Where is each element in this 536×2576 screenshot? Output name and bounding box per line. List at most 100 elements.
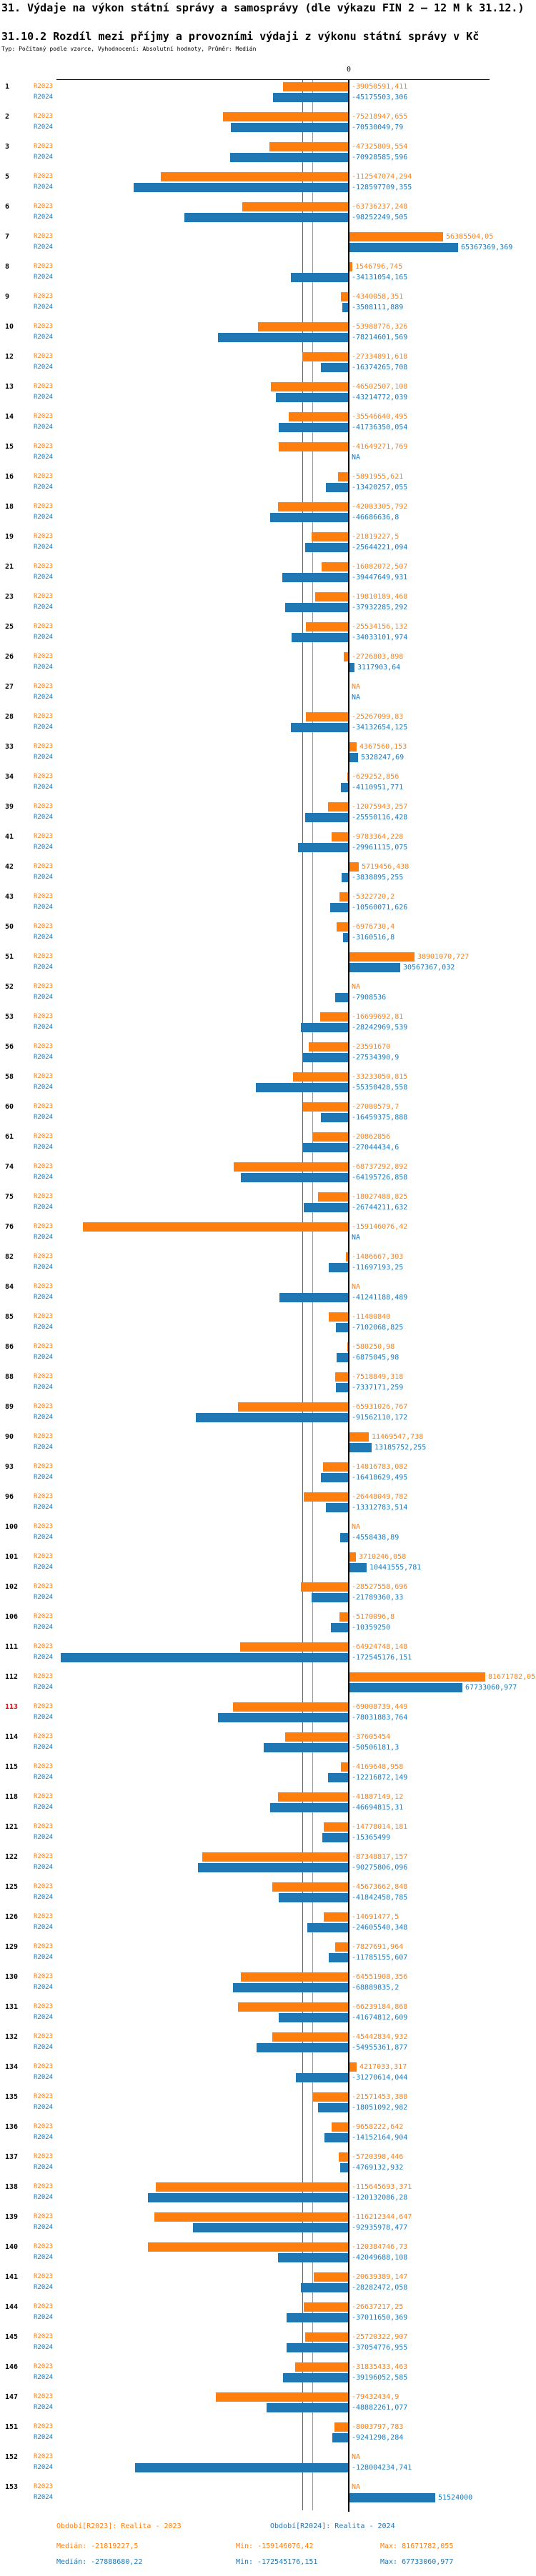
bar-r2023 — [216, 2392, 348, 2402]
bar-r2024 — [322, 1833, 348, 1842]
bar-r2023 — [332, 832, 348, 842]
footer-period-r2023: Období[R2023]: Realita - 2023 — [56, 2522, 182, 2530]
series-label-r2023: R2023 — [34, 2003, 54, 2010]
zero-axis-label: 0 — [346, 66, 352, 74]
value-label-r2023: NA — [352, 983, 361, 991]
series-label-r2024: R2024 — [34, 814, 54, 821]
bar-r2024 — [273, 93, 348, 102]
bar-r2023 — [272, 2032, 348, 2042]
bar-r2023 — [349, 1552, 356, 1562]
chart-row: 138 R2023 -115645693,371 R2024 -120132086,28 — [0, 2182, 536, 2212]
row-number: 135 — [5, 2093, 19, 2101]
series-label-r2023: R2023 — [34, 2063, 54, 2070]
row-number: 1 — [5, 83, 10, 91]
value-label-r2024: -16418629,495 — [352, 1474, 408, 1482]
series-label-r2024: R2024 — [34, 544, 54, 551]
series-label-r2023: R2023 — [34, 443, 54, 450]
series-label-r2024: R2024 — [34, 844, 54, 851]
series-subrow-r2024: R2024 -54955361,877 — [0, 2042, 536, 2053]
series-label-r2024: R2024 — [34, 1774, 54, 1781]
series-label-r2024: R2024 — [34, 394, 54, 401]
value-label-r2024: 30567367,032 — [403, 964, 455, 972]
bar-r2023 — [278, 502, 348, 511]
series-label-r2024: R2024 — [34, 904, 54, 911]
value-label-r2024: -28242969,539 — [352, 1024, 408, 1032]
series-subrow-r2024: R2024 -10560071,626 — [0, 902, 536, 913]
value-label-r2023: -68737292,892 — [352, 1163, 408, 1171]
value-label-r2023: -4340058,351 — [352, 293, 404, 301]
series-label-r2024: R2024 — [34, 1084, 54, 1091]
series-subrow-r2024: R2024 -4110951,771 — [0, 782, 536, 793]
series-subrow-r2023: R2023 -20639389,147 — [0, 2272, 536, 2282]
series-label-r2024: R2024 — [34, 2014, 54, 2021]
series-subrow-r2024: R2024 -68889835,2 — [0, 1982, 536, 1993]
bar-r2024 — [279, 1293, 348, 1302]
value-label-r2023: -18027488,825 — [352, 1193, 408, 1201]
row-number: 125 — [5, 1883, 19, 1891]
series-subrow-r2023: R2023 -1486667,303 — [0, 1252, 536, 1262]
series-subrow-r2024: R2024 -16374265,708 — [0, 362, 536, 373]
series-label-r2023: R2023 — [34, 1883, 54, 1890]
bar-r2023 — [238, 2002, 348, 2012]
value-label-r2024: -10560071,626 — [352, 904, 408, 912]
value-label-r2023: -26448049,782 — [352, 1493, 408, 1501]
value-label-r2023: 11469547,738 — [372, 1433, 424, 1441]
series-label-r2024: R2024 — [34, 1684, 54, 1691]
chart-row: 75 R2023 -18027488,825 R2024 -26744211,632 — [0, 1192, 536, 1222]
series-subrow-r2023: R2023 -37605454 — [0, 1732, 536, 1742]
bar-r2023 — [305, 2332, 348, 2342]
series-subrow-r2024: R2024 -3838895,255 — [0, 872, 536, 883]
series-label-r2024: R2024 — [34, 934, 54, 941]
row-number: 16 — [5, 473, 14, 481]
chart-row: 136 R2023 -9658222,642 R2024 -14152164,904 — [0, 2122, 536, 2152]
bar-r2024 — [61, 1653, 348, 1662]
series-label-r2024: R2024 — [34, 1534, 54, 1541]
series-subrow-r2024: R2024 -27534390,9 — [0, 1052, 536, 1063]
series-subrow-r2024: R2024 -42049688,108 — [0, 2252, 536, 2263]
value-label-r2024: -41842458,785 — [352, 1894, 408, 1902]
series-subrow-r2023: R2023 1546796,745 — [0, 261, 536, 272]
row-number: 60 — [5, 1103, 14, 1111]
value-label-r2024: -70530049,79 — [352, 124, 404, 131]
series-subrow-r2023: R2023 -16699692,81 — [0, 1012, 536, 1022]
value-label-r2023: -112547074,294 — [352, 173, 412, 181]
bar-r2024 — [279, 2013, 348, 2022]
bar-r2024 — [279, 1893, 348, 1902]
value-label-r2024: 3117903,64 — [357, 664, 401, 672]
series-subrow-r2024: R2024 -3508111,889 — [0, 302, 536, 313]
bar-r2023 — [346, 1252, 348, 1262]
bar-r2023 — [349, 232, 443, 241]
top-axis-line — [56, 79, 490, 80]
series-label-r2024: R2024 — [34, 454, 54, 461]
value-label-r2023: -580250,98 — [352, 1343, 395, 1351]
value-label-r2024: -7337171,259 — [352, 1384, 404, 1392]
series-label-r2023: R2023 — [34, 173, 54, 180]
row-number: 26 — [5, 653, 14, 661]
bar-r2024 — [184, 213, 348, 222]
series-label-r2024: R2024 — [34, 2494, 54, 2501]
series-subrow-r2024: R2024 -28282472,058 — [0, 2282, 536, 2293]
series-label-r2024: R2024 — [34, 94, 54, 101]
series-subrow-r2023: R2023 -6976730,4 — [0, 922, 536, 932]
series-label-r2023: R2023 — [34, 1673, 54, 1680]
value-label-r2024: -45175503,306 — [352, 94, 408, 101]
series-subrow-r2024: R2024 -91562110,172 — [0, 1412, 536, 1423]
value-label-r2023: -5170096,8 — [352, 1613, 395, 1621]
series-label-r2023: R2023 — [34, 263, 54, 270]
bar-r2023 — [312, 2092, 348, 2102]
series-label-r2023: R2023 — [34, 2483, 54, 2490]
row-number: 144 — [5, 2303, 19, 2311]
chart-row: 42 R2023 5719456,438 R2024 -3838895,255 — [0, 862, 536, 892]
row-number: 61 — [5, 1133, 14, 1141]
row-number: 129 — [5, 1943, 19, 1951]
series-subrow-r2023: R2023 -4340058,351 — [0, 291, 536, 302]
bar-r2024 — [304, 1203, 348, 1212]
series-label-r2024: R2024 — [34, 1564, 54, 1571]
series-label-r2023: R2023 — [34, 2093, 54, 2100]
bar-r2023 — [306, 712, 348, 722]
bar-r2024 — [329, 1953, 348, 1962]
series-subrow-r2023: R2023 -580250,98 — [0, 1342, 536, 1352]
chart-row: 2 R2023 -75218947,655 R2024 -70530049,79 — [0, 111, 536, 141]
series-label-r2023: R2023 — [34, 2393, 54, 2400]
series-label-r2024: R2024 — [34, 1354, 54, 1361]
